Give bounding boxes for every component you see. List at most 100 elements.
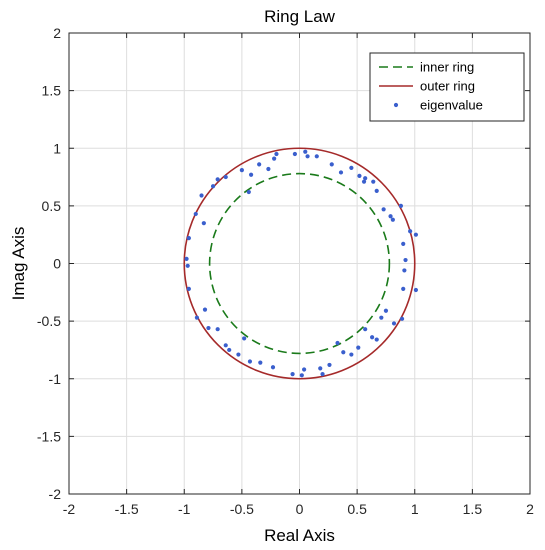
outer-ring-circle [183,147,416,380]
x-axis-label: Real Axis [264,526,335,545]
eigenvalue-point [381,207,386,212]
eigenvalue-point [186,286,191,291]
eigenvalue-point [356,345,361,350]
x-tick-label: -1 [178,501,191,517]
legend-entry-label: eigenvalue [420,98,483,113]
eigenvalue-point [318,366,323,371]
legend-entry-label: inner ring [420,60,474,75]
eigenvalue-point [258,360,263,365]
legend-swatch [393,102,399,108]
x-tick-label: -1.5 [115,501,139,517]
eigenvalue-point [363,327,368,332]
y-tick-label: -1.5 [37,428,61,444]
eigenvalue-point [305,154,310,159]
eigenvalue-point [403,257,408,263]
eigenvalue-point [266,166,271,172]
eigenvalue-point [388,214,393,219]
eigenvalue-point [401,286,406,291]
eigenvalue-point [379,315,384,320]
inner-ring-circle [208,172,391,355]
eigenvalue-point [413,287,419,293]
y-axis-ticks: -2 -1.5 -1 -0.5 0 0.5 1 1.5 2 [37,25,530,502]
plot-area [183,147,419,380]
chart-title: Ring Law [264,7,336,26]
eigenvalue-point [299,373,304,378]
eigenvalue-point [349,165,354,170]
eigenvalue-point [246,189,251,195]
y-tick-label: -1 [49,371,62,387]
eigenvalue-point [314,154,319,159]
eigenvalue-point [401,241,406,247]
eigenvalue-point [292,151,297,157]
eigenvalue-point [274,151,279,157]
eigenvalue-point [402,268,407,273]
eigenvalue-point [341,350,346,355]
eigenvalue-point [186,236,191,241]
eigenvalue-point [206,325,211,331]
eigenvalue-point [338,170,344,175]
eigenvalue-point [239,168,244,173]
eigenvalue-point [349,352,354,357]
eigenvalue-point [329,162,334,167]
eigenvalue-point [227,347,232,353]
eigenvalue-point [184,256,189,261]
eigenvalue-point [371,179,376,184]
eigenvalue-point [215,327,220,332]
y-tick-label: -0.5 [37,313,61,329]
eigenvalue-point [199,193,204,198]
eigenvalue-point [361,179,367,184]
x-tick-label: 2 [526,501,534,517]
eigenvalue-point [357,173,362,179]
eigenvalue-point [408,229,413,234]
x-tick-label: -2 [63,501,76,517]
y-tick-label: 1.5 [42,83,62,99]
eigenvalue-point [370,335,375,340]
x-axis-ticks: -2 -1.5 -1 -0.5 0 0.5 1 1.5 2 [63,33,534,517]
eigenvalue-point [215,177,220,182]
legend-entry-label: outer ring [420,79,475,94]
eigenvalue-point [236,352,241,357]
eigenvalue-point [193,211,198,217]
y-axis-label: Imag Axis [9,227,28,301]
x-tick-label: -0.5 [230,501,254,517]
eigenvalue-point [374,188,379,193]
eigenvalue-point [320,372,325,377]
eigenvalue-point [302,367,307,372]
eigenvalue-point [201,221,206,226]
eigenvalue-point [202,307,208,312]
eigenvalue-point [413,232,419,237]
eigenvalue-point [374,337,379,342]
eigenvalue-point [223,343,228,348]
eigenvalue-point [391,321,397,326]
y-tick-label: 0.5 [42,198,62,214]
eigenvalue-point [335,340,340,346]
x-tick-label: 1 [411,501,419,517]
x-tick-label: 1.5 [463,501,483,517]
y-tick-label: 1 [53,140,61,156]
eigenvalue-point [257,162,262,167]
eigenvalue-point [210,184,216,189]
legend: inner ring outer ring eigenvalue [369,52,525,122]
eigenvalue-point [270,365,276,370]
x-tick-label: 0 [296,501,304,517]
eigenvalue-point [223,174,228,180]
eigenvalue-point [185,263,190,268]
x-tick-label: 0.5 [347,501,367,517]
eigenvalue-point [194,315,200,320]
eigenvalue-point [398,203,404,208]
eigenvalue-point [390,217,395,222]
eigenvalue-point [272,156,277,161]
eigenvalue-point [290,372,295,377]
eigenvalue-point [247,359,253,364]
legend-box [369,52,525,122]
eigenvalue-point [303,149,308,154]
y-tick-label: -2 [49,486,62,502]
eigenvalue-point [363,176,368,181]
eigenvalue-point [248,172,254,177]
y-tick-label: 0 [53,256,61,272]
eigenvalue-point [399,316,405,321]
eigenvalue-point [327,362,332,368]
eigenvalue-point [383,308,389,313]
eigenvalue-point [242,336,247,341]
